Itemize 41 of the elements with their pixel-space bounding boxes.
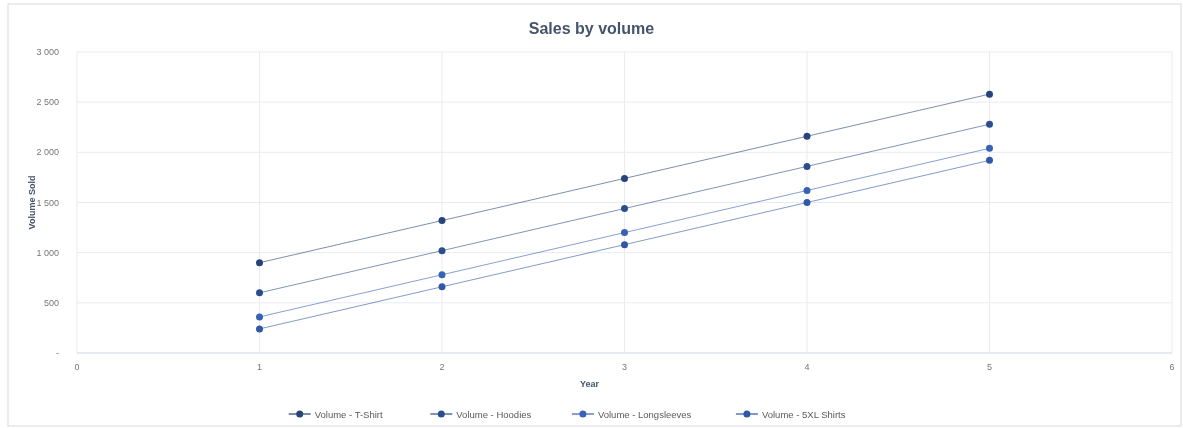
x-axis-title: Year (579, 379, 600, 389)
x-tick-label: 4 (804, 362, 810, 372)
x-tick-label: 1 (256, 362, 263, 372)
point (986, 144, 993, 152)
x-tick-label: 0 (74, 362, 80, 372)
point (986, 90, 993, 98)
y-tick-label: 1 000 (36, 247, 59, 258)
point (256, 259, 263, 267)
x-tick-label: 5 (986, 362, 993, 372)
point (986, 120, 993, 128)
point (256, 325, 263, 333)
point (621, 205, 628, 213)
point (438, 271, 446, 279)
y-tick-label: 2 500 (36, 97, 59, 108)
legend-label: Volume - 5XL Shirts (761, 408, 846, 420)
point (256, 313, 263, 321)
x-tick-label: 3 (621, 362, 628, 372)
point (621, 241, 628, 249)
point (438, 217, 446, 225)
point (621, 229, 628, 237)
point (438, 247, 446, 255)
x-tick-label: 6 (1169, 362, 1175, 372)
point (803, 162, 811, 170)
y-axis-title: Volume Sold (27, 175, 37, 230)
point (803, 132, 811, 140)
legend-label: Volume - Longsleeves (597, 408, 692, 420)
point (803, 186, 811, 194)
point (438, 283, 446, 291)
x-tick-label: 2 (439, 362, 445, 372)
chart-title: Sales by volume (528, 20, 655, 37)
y-tick-label: 500 (43, 297, 59, 308)
point (803, 199, 811, 206)
legend-label: Volume - T-Shirt (314, 408, 383, 420)
legend-label: Volume - Hoodies (456, 408, 532, 420)
point (986, 156, 993, 164)
y-tick-label: 2 000 (36, 147, 59, 158)
point (256, 289, 263, 297)
y-tick-label: - (56, 348, 59, 358)
point (621, 174, 628, 182)
y-tick-label: 3 000 (36, 47, 59, 57)
y-tick-label: 1 500 (36, 197, 59, 208)
